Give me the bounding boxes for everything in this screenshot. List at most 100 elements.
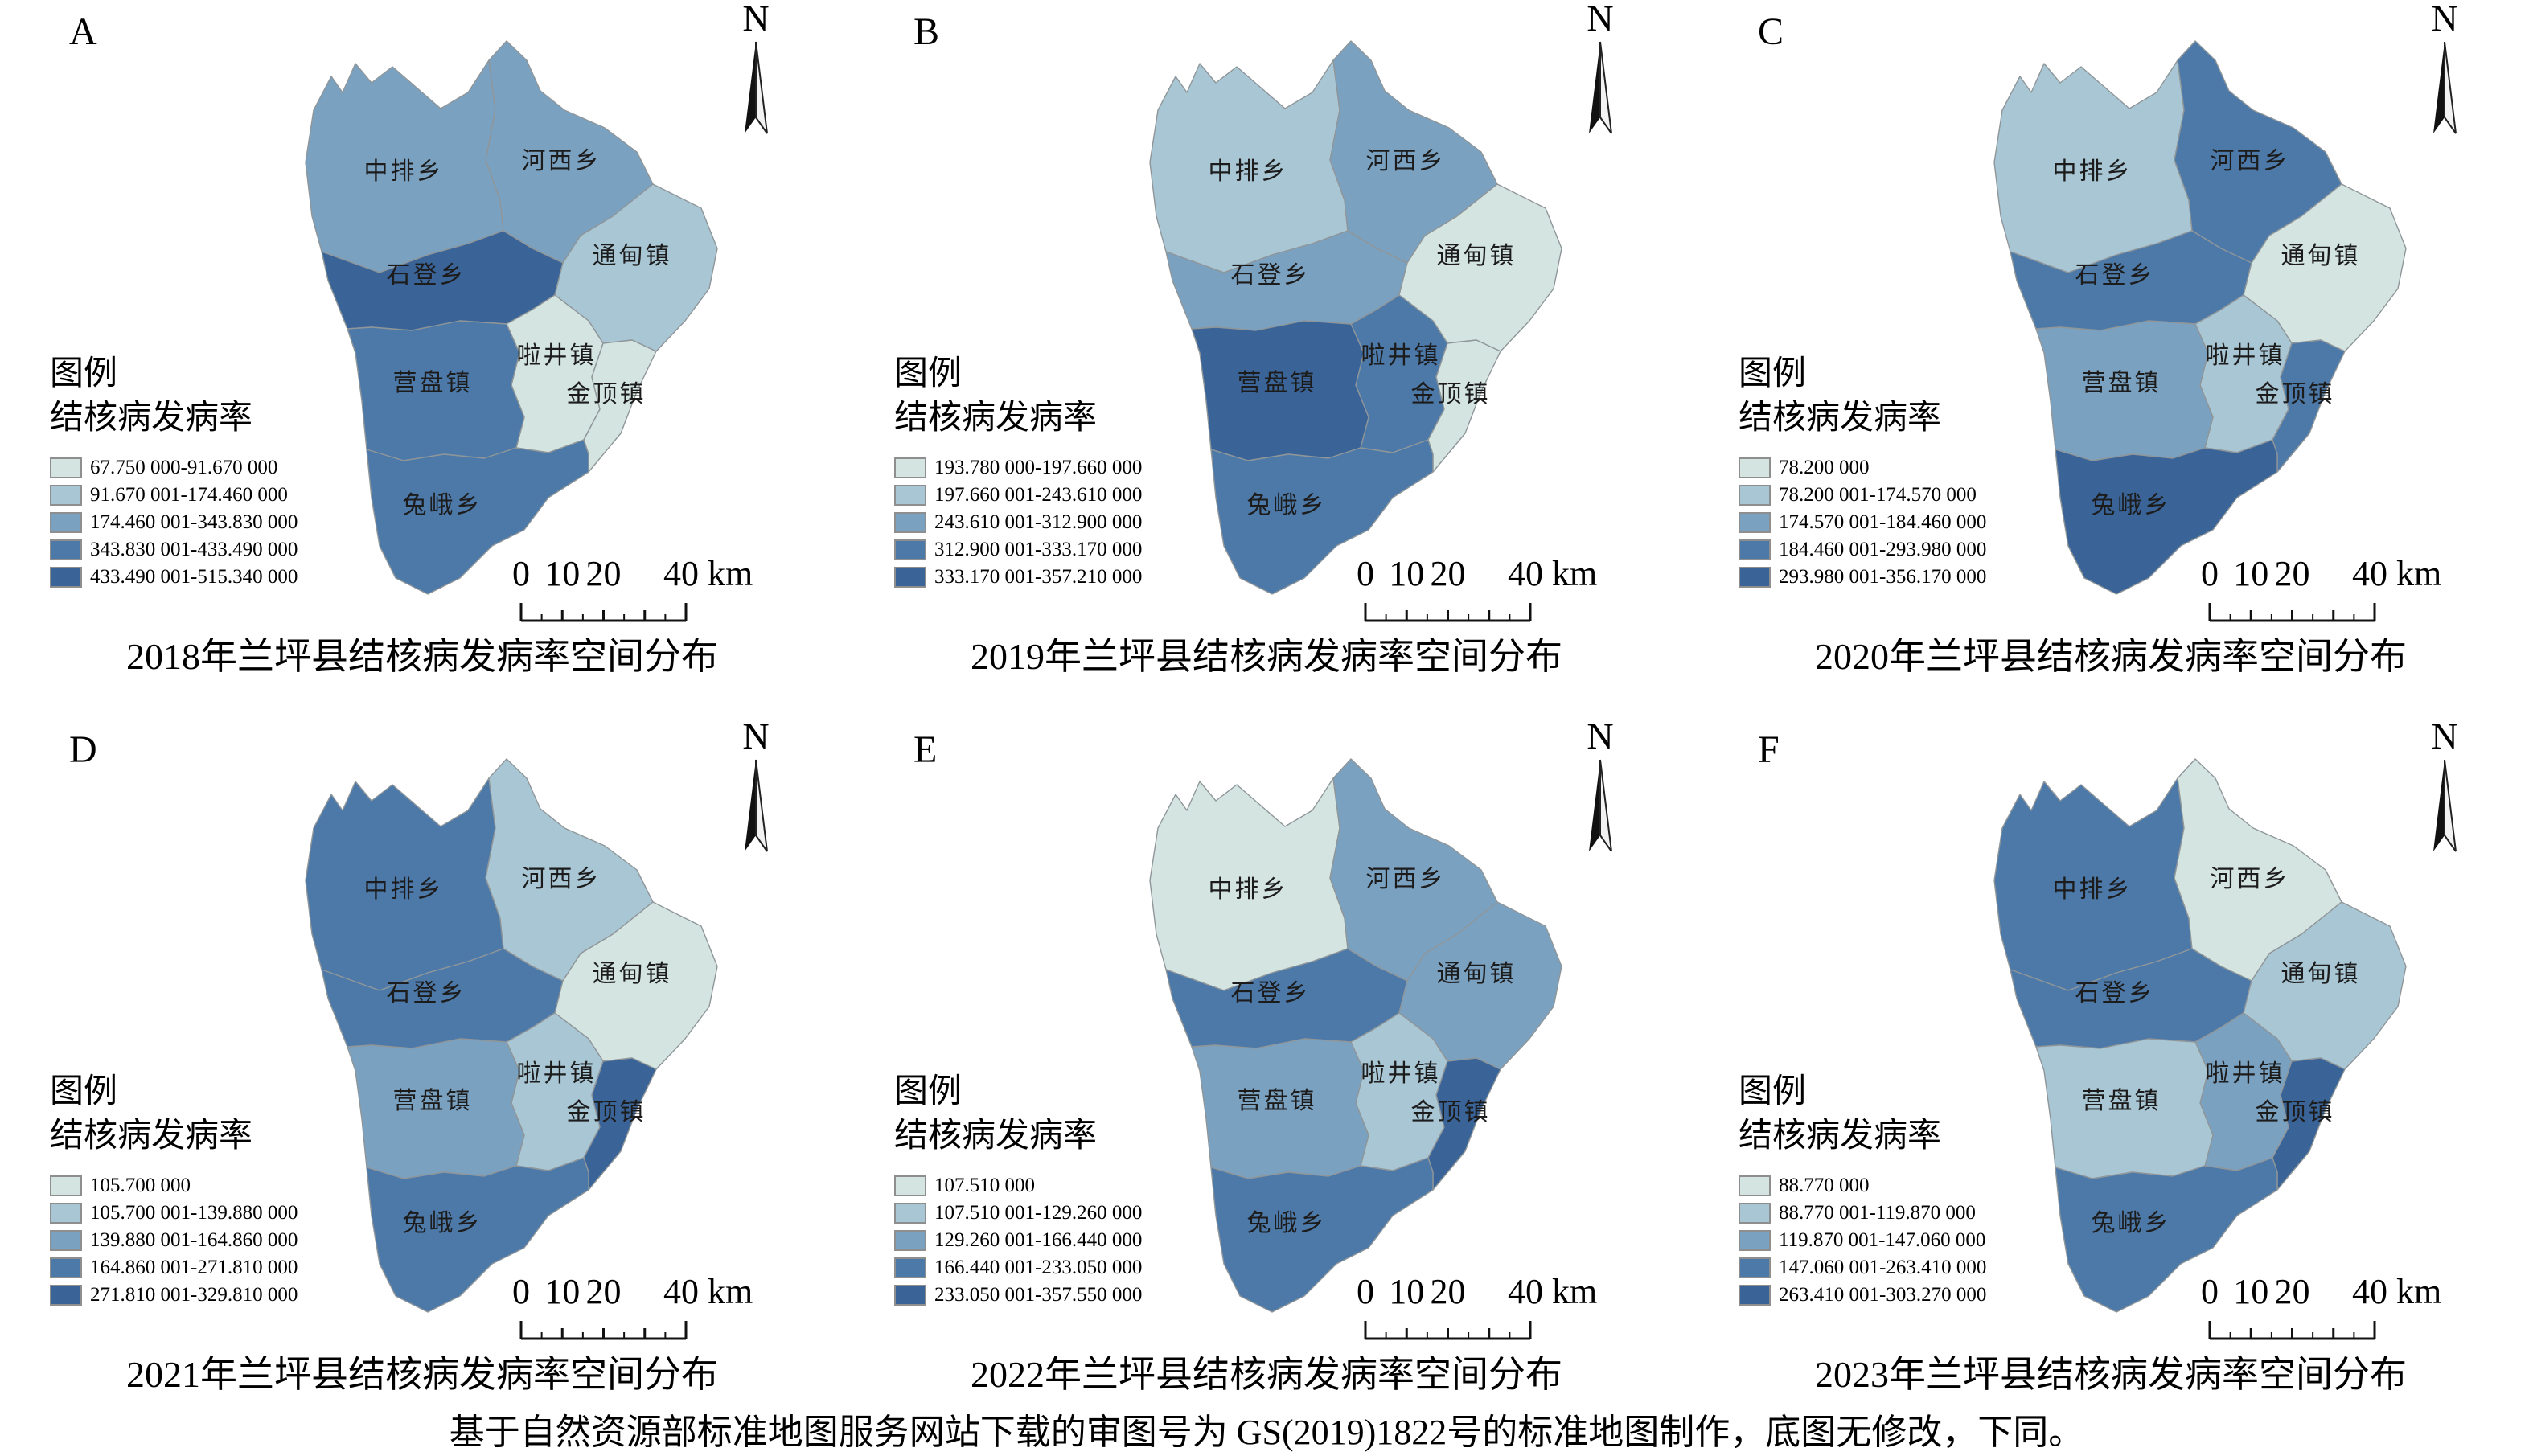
north-label: N [1587, 0, 1614, 39]
north-arrow: N [1570, 718, 1630, 856]
region-label: 金顶镇 [567, 381, 647, 408]
region-label: 中排乡 [1209, 876, 1288, 903]
panel-2020: C N 中排乡 河西乡 石登乡 通甸镇 啦井镇 金顶镇 营盘镇 兔峨乡 图例 结核病发病率 7… [1689, 0, 2533, 707]
legend-row: 243.610 001-312.900 000 [894, 509, 1142, 536]
legend-range-label: 263.410 001-303.270 000 [1779, 1283, 1987, 1306]
north-arrow: N [2415, 0, 2474, 138]
region-label: 兔峨乡 [1247, 492, 1327, 519]
legend-range-label: 312.900 001-333.170 000 [934, 538, 1143, 560]
region-label: 石登乡 [1231, 980, 1311, 1007]
region-兔峨乡 [1210, 1157, 1434, 1313]
legend-row: 164.860 001-271.810 000 [50, 1254, 298, 1282]
region-label: 啦井镇 [517, 1060, 597, 1087]
legend-swatch-icon [1739, 457, 1771, 478]
scale-bar: 0 10 20 40 km [2201, 1271, 2533, 1347]
region-兔峨乡 [2055, 1157, 2278, 1313]
legend-rows: 107.510 000 107.510 001-129.260 000 129.26… [894, 1172, 1142, 1309]
region-label: 石登乡 [2075, 262, 2155, 289]
legend-swatch-icon [50, 1175, 82, 1196]
region-兔峨乡 [366, 1157, 589, 1313]
north-arrow-icon [726, 758, 786, 856]
panel-2021: D N 中排乡 河西乡 石登乡 通甸镇 啦井镇 金顶镇 营盘镇 兔峨乡 图例 结核病发病率 1… [0, 718, 844, 1425]
legend-row: 105.700 001-139.880 000 [50, 1200, 298, 1227]
scalebar-label: 20 [2274, 1272, 2310, 1311]
north-arrow-icon [726, 40, 786, 138]
north-needle-icon [745, 759, 768, 852]
legend-row: 166.440 001-233.050 000 [894, 1254, 1142, 1282]
legend: 图例 结核病发病率 78.200 000 78.200 001-174.570 0… [1739, 352, 1986, 591]
legend-range-label: 88.770 001-119.870 000 [1779, 1201, 1976, 1224]
scalebar-ruler [2208, 603, 2376, 622]
region-label: 中排乡 [2053, 158, 2133, 185]
legend-range-label: 174.460 001-343.830 000 [90, 511, 298, 533]
legend-swatch-icon [50, 511, 82, 533]
legend-swatch-icon [1739, 1257, 1771, 1278]
legend-swatch-icon [1739, 511, 1771, 533]
region-label: 啦井镇 [517, 342, 597, 369]
legend-swatch-icon [894, 1284, 926, 1306]
region-label: 金顶镇 [2256, 1099, 2335, 1126]
panel-letter: F [1758, 728, 1780, 771]
scalebar-ruler [519, 1321, 688, 1340]
legend-row: 193.780 000-197.660 000 [894, 454, 1142, 482]
legend-range-label: 174.570 001-184.460 000 [1779, 511, 1987, 533]
legend-row: 433.490 001-515.340 000 [50, 564, 298, 591]
region-label: 金顶镇 [2256, 381, 2335, 408]
legend-swatch-icon [894, 1202, 926, 1224]
legend-subtitle: 结核病发病率 [894, 400, 1098, 437]
map-title: 2018年兰坪县结核病发病率空间分布 [126, 636, 718, 677]
region-营盘镇 [347, 320, 525, 461]
legend-range-label: 164.860 001-271.810 000 [90, 1256, 298, 1278]
panel-letter: D [69, 728, 97, 771]
region-label: 兔峨乡 [2092, 1210, 2171, 1237]
panel-letter: B [913, 10, 940, 53]
legend-rows: 67.750 000-91.670 000 91.670 001-174.460 … [50, 454, 298, 591]
north-needle-icon [1589, 759, 1612, 852]
map-title: 2019年兰坪县结核病发病率空间分布 [971, 636, 1562, 677]
legend-row: 91.670 001-174.460 000 [50, 482, 298, 509]
panel-2019: B N 中排乡 河西乡 石登乡 通甸镇 啦井镇 金顶镇 营盘镇 兔峨乡 图例 结核病发病率 1… [844, 0, 1689, 707]
region-label: 啦井镇 [1361, 342, 1441, 369]
region-label: 兔峨乡 [2092, 492, 2171, 519]
region-营盘镇 [2035, 320, 2214, 461]
legend-swatch-icon [894, 457, 926, 478]
legend-range-label: 193.780 000-197.660 000 [934, 456, 1143, 478]
legend-range-label: 139.880 001-164.860 000 [90, 1228, 298, 1251]
legend-range-label: 107.510 000 [934, 1174, 1035, 1196]
legend-row: 271.810 001-329.810 000 [50, 1282, 298, 1309]
legend-swatch-icon [50, 566, 82, 588]
scalebar-label: 10 [2233, 1272, 2269, 1311]
legend-range-label: 119.870 001-147.060 000 [1779, 1228, 1986, 1251]
legend-row: 174.570 001-184.460 000 [1739, 509, 1986, 536]
north-arrow: N [726, 0, 786, 138]
legend-row: 139.880 001-164.860 000 [50, 1227, 298, 1254]
legend-row: 197.660 001-243.610 000 [894, 482, 1142, 509]
scalebar-label: 0 [2201, 1272, 2219, 1311]
legend-rows: 193.780 000-197.660 000 197.660 001-243.6… [894, 454, 1142, 591]
legend-swatch-icon [894, 1229, 926, 1251]
scalebar-end-label: 40 km [663, 1272, 753, 1311]
legend: 图例 结核病发病率 67.750 000-91.670 000 91.670 00… [50, 352, 298, 591]
legend-range-label: 105.700 000 [90, 1174, 191, 1196]
scale-bar: 0 10 20 40 km [1357, 553, 1689, 630]
legend-range-label: 343.830 001-433.490 000 [90, 538, 298, 560]
legend-range-label: 105.700 001-139.880 000 [90, 1201, 298, 1224]
scalebar-label: 20 [585, 1272, 622, 1311]
legend-swatch-icon [50, 539, 82, 560]
legend-row: 263.410 001-303.270 000 [1739, 1282, 1986, 1309]
legend-swatch-icon [894, 484, 926, 506]
map-title: 2020年兰坪县结核病发病率空间分布 [1815, 636, 2407, 677]
region-label: 营盘镇 [393, 1088, 473, 1114]
legend-swatch-icon [1739, 1284, 1771, 1306]
legend-range-label: 91.670 001-174.460 000 [90, 483, 288, 506]
north-label: N [742, 716, 770, 757]
north-arrow-icon [1570, 758, 1630, 856]
legend-row: 174.460 001-343.830 000 [50, 509, 298, 536]
legend-title: 图例 [1739, 355, 1807, 392]
scalebar-ruler [1364, 1321, 1532, 1340]
legend-row: 343.830 001-433.490 000 [50, 536, 298, 564]
scalebar-end-label: 40 km [663, 554, 753, 593]
legend-row: 88.770 001-119.870 000 [1739, 1200, 1986, 1227]
panel-letter: A [69, 10, 97, 53]
region-label: 石登乡 [2075, 980, 2155, 1007]
